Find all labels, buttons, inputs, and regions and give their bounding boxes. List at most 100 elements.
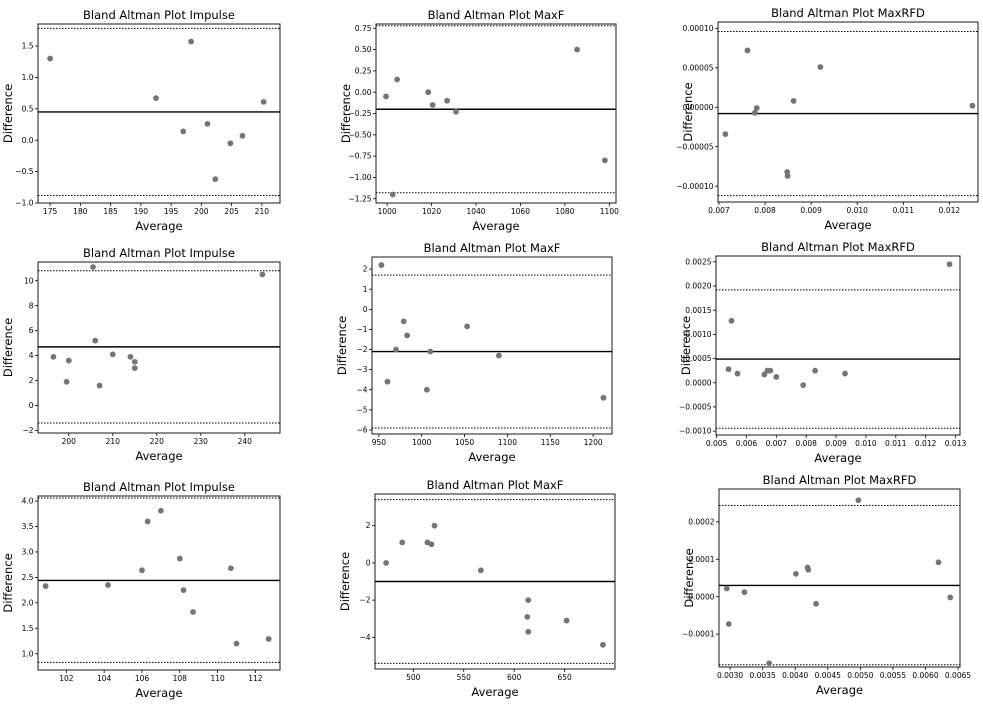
x-tick-label: 112: [248, 674, 263, 683]
data-point: [393, 346, 399, 353]
x-tick-label: 0.007: [766, 439, 788, 448]
x-tick-label: 1000: [412, 438, 431, 447]
x-tick-label: 190: [134, 207, 149, 216]
y-tick-label: 0.0015: [685, 306, 711, 315]
x-tick-label: 0.0065: [945, 671, 971, 680]
data-point: [265, 636, 272, 642]
y-tick-label: 0.0025: [685, 257, 711, 266]
data-point: [722, 131, 729, 138]
x-axis-label: Average: [468, 450, 515, 464]
data-point: [792, 570, 799, 577]
data-point: [400, 318, 407, 325]
data-point: [92, 337, 99, 344]
x-axis-label: Average: [472, 219, 519, 233]
x-axis-label: Average: [471, 685, 518, 699]
data-point: [233, 640, 240, 647]
data-point: [766, 660, 773, 667]
plot-frame: [371, 256, 613, 435]
data-point: [259, 271, 266, 278]
y-tick-label: −0.75: [349, 152, 372, 161]
y-axis-label: Difference: [335, 316, 349, 375]
data-point: [139, 567, 145, 574]
y-tick-label: −4: [359, 633, 370, 642]
y-tick-label: 2: [366, 521, 371, 530]
data-point: [425, 89, 432, 96]
data-point: [855, 497, 862, 504]
data-point: [384, 378, 391, 385]
y-tick-label: 4: [29, 351, 34, 360]
data-point: [389, 191, 396, 198]
x-axis-label: Average: [135, 449, 182, 463]
y-tick-label: 0.00010: [682, 24, 713, 33]
y-tick-label: −0.0010: [679, 427, 712, 436]
x-tick-label: 1150: [541, 438, 560, 447]
y-tick-label: −3: [356, 365, 367, 374]
data-point: [800, 382, 807, 389]
data-point: [773, 374, 780, 380]
data-point: [744, 47, 751, 54]
y-tick-label: 0.0002: [688, 518, 714, 527]
data-point: [947, 594, 954, 601]
data-point: [428, 541, 435, 548]
y-tick-label: 8: [29, 301, 34, 310]
x-tick-label: 0.0035: [750, 671, 776, 680]
y-axis-label: Difference: [679, 316, 693, 375]
y-tick-label: 0: [366, 558, 371, 567]
y-tick-label: −1.25: [349, 194, 372, 203]
data-point: [109, 351, 116, 358]
y-axis-label: Difference: [1, 318, 15, 377]
data-point: [176, 555, 183, 562]
y-tick-label: −4: [356, 385, 367, 394]
data-point: [180, 128, 187, 135]
data-point: [227, 565, 234, 572]
y-tick-label: −2: [22, 426, 33, 435]
data-point: [525, 628, 532, 635]
data-point: [453, 108, 459, 115]
data-point: [144, 518, 151, 525]
x-tick-label: 1000: [378, 207, 397, 216]
x-axis-label: Average: [135, 686, 182, 700]
y-tick-label: −5: [356, 405, 367, 414]
data-point: [601, 157, 608, 164]
data-point: [728, 317, 735, 324]
data-point: [399, 539, 406, 546]
data-point: [429, 102, 436, 108]
y-tick-label: −1.00: [349, 173, 372, 182]
data-point: [946, 261, 953, 268]
x-tick-label: 0.010: [855, 439, 877, 448]
y-tick-label: −2: [359, 596, 370, 605]
data-point: [734, 370, 741, 377]
x-axis-label: Average: [135, 219, 182, 233]
x-tick-label: 0.011: [893, 206, 915, 215]
data-point: [969, 102, 976, 109]
y-tick-label: −2: [356, 345, 367, 354]
y-tick-label: 0.25: [355, 66, 372, 75]
plot-frame: [374, 493, 616, 670]
y-tick-label: 2: [29, 376, 34, 385]
x-tick-label: 0.0040: [782, 671, 808, 680]
data-point: [812, 367, 819, 374]
x-tick-label: 210: [255, 207, 270, 216]
plot-frame: [715, 255, 961, 436]
x-tick-label: 0.010: [846, 206, 868, 215]
y-tick-label: 0.00005: [682, 63, 713, 72]
data-point: [477, 567, 484, 574]
x-tick-label: 0.0030: [717, 671, 743, 680]
x-tick-label: 1040: [466, 207, 485, 216]
x-axis-label: Average: [824, 218, 871, 232]
data-point: [260, 98, 267, 105]
data-point: [525, 597, 532, 604]
x-tick-label: 1050: [455, 438, 474, 447]
data-point: [574, 46, 581, 53]
x-tick-label: 205: [224, 207, 239, 216]
data-point: [378, 262, 385, 268]
data-point: [725, 621, 732, 627]
x-tick-label: 0.005: [706, 439, 728, 448]
data-point: [725, 366, 732, 373]
data-point: [42, 583, 49, 589]
